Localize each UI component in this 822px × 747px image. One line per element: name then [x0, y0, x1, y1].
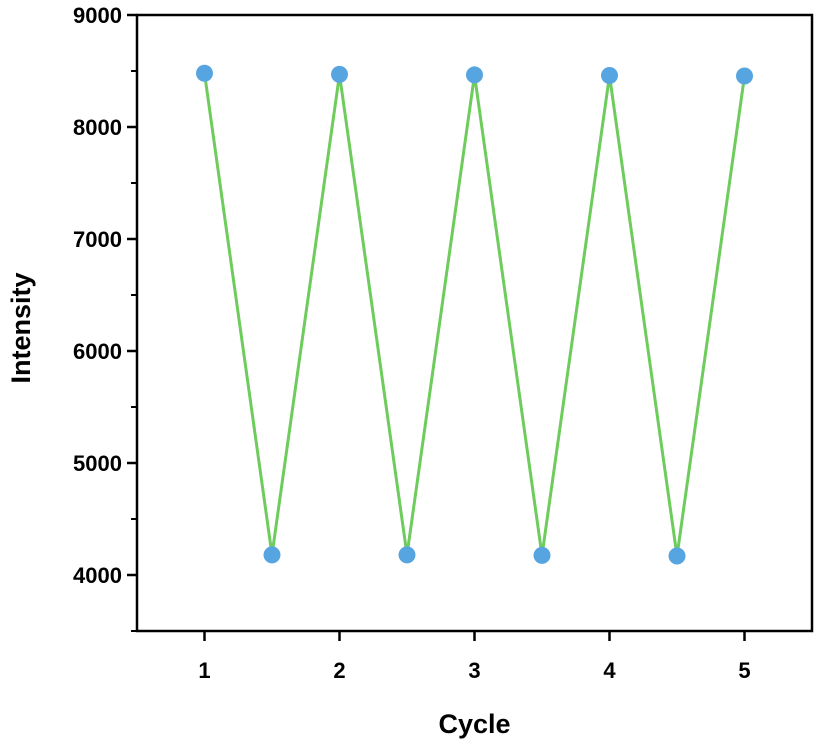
x-tick-label: 5	[738, 658, 750, 683]
data-point	[601, 66, 618, 84]
axis-ticks	[127, 13, 746, 641]
x-tick-label: 4	[603, 658, 616, 683]
series-line-layer	[203, 72, 746, 557]
data-point	[263, 546, 281, 564]
data-point	[331, 65, 348, 83]
plot-frame	[135, 13, 814, 633]
y-tick-label: 9000	[73, 3, 122, 28]
y-tick-label: 5000	[73, 451, 122, 476]
data-point	[466, 66, 483, 84]
y-tick-label: 8000	[73, 115, 122, 140]
x-tick-label: 3	[468, 658, 480, 683]
y-tick-label: 6000	[73, 339, 122, 364]
data-point	[736, 67, 753, 85]
data-point	[398, 546, 416, 564]
x-tick-label: 2	[333, 658, 345, 683]
data-point	[533, 546, 551, 564]
data-point	[668, 547, 686, 565]
y-axis-title: Intensity	[6, 272, 36, 383]
x-axis-title: Cycle	[438, 709, 510, 739]
data-point	[196, 64, 213, 82]
data-points-layer	[196, 64, 753, 565]
y-tick-label: 7000	[73, 227, 122, 252]
series-line	[203, 72, 746, 557]
y-tick-label: 4000	[73, 563, 122, 588]
tick-labels: 1 2 3 4 5 4000 5000 6000 7000 8000 9000	[73, 3, 751, 683]
x-tick-label: 1	[198, 658, 210, 683]
